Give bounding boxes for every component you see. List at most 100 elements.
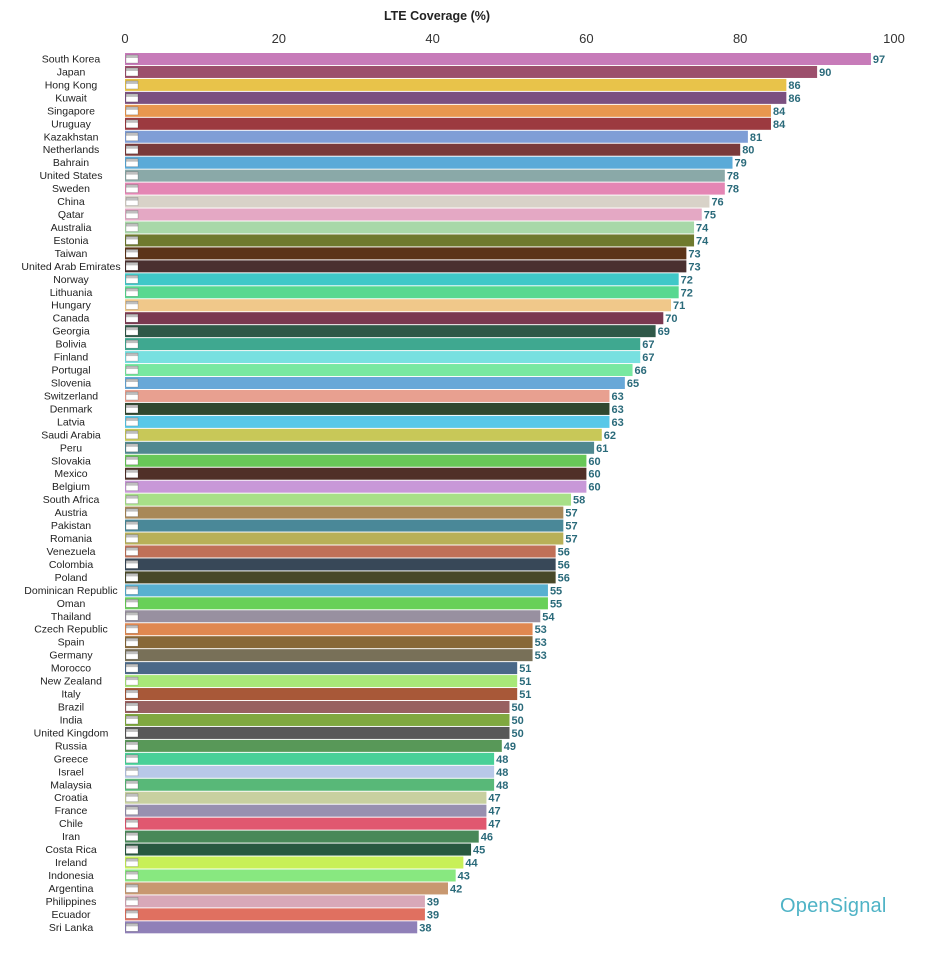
- bar: [125, 78, 787, 91]
- bar: [125, 882, 448, 895]
- bar: [125, 415, 610, 428]
- bar: [125, 402, 610, 415]
- flag-icon: [125, 637, 139, 647]
- value-label: 86: [788, 93, 800, 105]
- flag-icon: [125, 132, 139, 142]
- flag-icon: [125, 430, 139, 440]
- category-label: Argentina: [49, 883, 94, 895]
- value-label: 44: [465, 858, 478, 870]
- category-label: Ireland: [55, 857, 87, 869]
- flag-icon: [125, 767, 139, 777]
- bar: [125, 532, 564, 545]
- bar: [125, 545, 556, 558]
- flag-icon: [125, 378, 139, 388]
- flag-icon: [125, 689, 139, 699]
- category-label: India: [60, 714, 83, 726]
- flag-icon: [125, 547, 139, 556]
- value-label: 47: [488, 806, 500, 818]
- flag-icon: [125, 858, 139, 867]
- category-label: Poland: [55, 572, 88, 584]
- category-label: New Zealand: [40, 676, 102, 688]
- flag-icon: [125, 158, 139, 167]
- value-label: 84: [773, 106, 786, 118]
- value-label: 54: [542, 611, 555, 623]
- flag-icon: [125, 67, 139, 77]
- value-label: 72: [681, 274, 693, 286]
- flag-icon: [125, 845, 139, 854]
- flag-icon: [125, 599, 139, 608]
- flag-icon: [125, 728, 139, 738]
- value-label: 60: [588, 482, 600, 494]
- value-label: 86: [788, 80, 800, 92]
- value-label: 70: [665, 313, 677, 325]
- flag-icon: [125, 300, 139, 310]
- bar: [125, 908, 425, 921]
- bar: [125, 182, 725, 195]
- bar: [125, 843, 472, 856]
- category-label: Peru: [60, 442, 82, 454]
- bar: [125, 713, 510, 726]
- bar: [125, 454, 587, 467]
- value-label: 75: [704, 210, 716, 222]
- bar: [125, 234, 695, 247]
- value-label: 51: [519, 663, 531, 675]
- flag-icon: [125, 508, 139, 517]
- bar: [125, 623, 533, 636]
- category-label: Kazakhstan: [44, 131, 99, 143]
- flag-icon: [125, 495, 139, 504]
- category-label: Switzerland: [44, 390, 98, 402]
- flag-icon: [125, 119, 139, 129]
- bar: [125, 338, 641, 351]
- flag-icon: [125, 754, 139, 764]
- bar: [125, 895, 425, 908]
- value-label: 67: [642, 339, 654, 351]
- value-label: 43: [458, 870, 470, 882]
- flag-icon: [125, 54, 139, 64]
- category-label: Croatia: [54, 792, 88, 804]
- value-label: 84: [773, 119, 786, 131]
- flag-icon: [125, 236, 139, 245]
- flag-icon: [125, 417, 139, 427]
- bar: [125, 273, 679, 286]
- bar: [125, 765, 495, 778]
- value-label: 50: [512, 715, 524, 727]
- value-label: 63: [611, 417, 623, 429]
- flag-icon: [125, 365, 139, 375]
- flag-icon: [125, 184, 139, 193]
- flag-icon: [125, 80, 139, 90]
- bar: [125, 584, 548, 597]
- flag-icon: [125, 326, 139, 336]
- bar: [125, 778, 495, 791]
- flag-icon: [125, 313, 139, 323]
- bar: [125, 104, 771, 117]
- category-label: Costa Rica: [45, 844, 97, 856]
- category-label: Taiwan: [55, 248, 88, 260]
- category-label: Estonia: [53, 235, 88, 247]
- bar: [125, 195, 710, 208]
- value-label: 38: [419, 922, 431, 934]
- category-label: Czech Republic: [34, 624, 108, 636]
- category-label: Bahrain: [53, 157, 89, 169]
- flag-icon: [125, 521, 139, 530]
- bar: [125, 636, 533, 649]
- bars: [125, 53, 871, 934]
- category-label: Qatar: [58, 209, 85, 221]
- flag-icon: [125, 262, 139, 271]
- category-label: Indonesia: [48, 870, 94, 882]
- value-label: 57: [565, 534, 577, 546]
- value-label: 55: [550, 598, 562, 610]
- flag-icon: [125, 404, 139, 414]
- flag-icon: [125, 560, 139, 569]
- category-label: Slovakia: [51, 455, 91, 467]
- flag-icon: [125, 702, 139, 712]
- value-label: 47: [488, 819, 500, 831]
- value-label: 66: [635, 365, 647, 377]
- flag-icon: [125, 482, 139, 491]
- flag-icon: [125, 897, 139, 906]
- value-label: 62: [604, 430, 616, 442]
- category-label: Morocco: [51, 663, 91, 675]
- bar: [125, 208, 702, 221]
- category-label: France: [55, 805, 88, 817]
- bar: [125, 791, 487, 804]
